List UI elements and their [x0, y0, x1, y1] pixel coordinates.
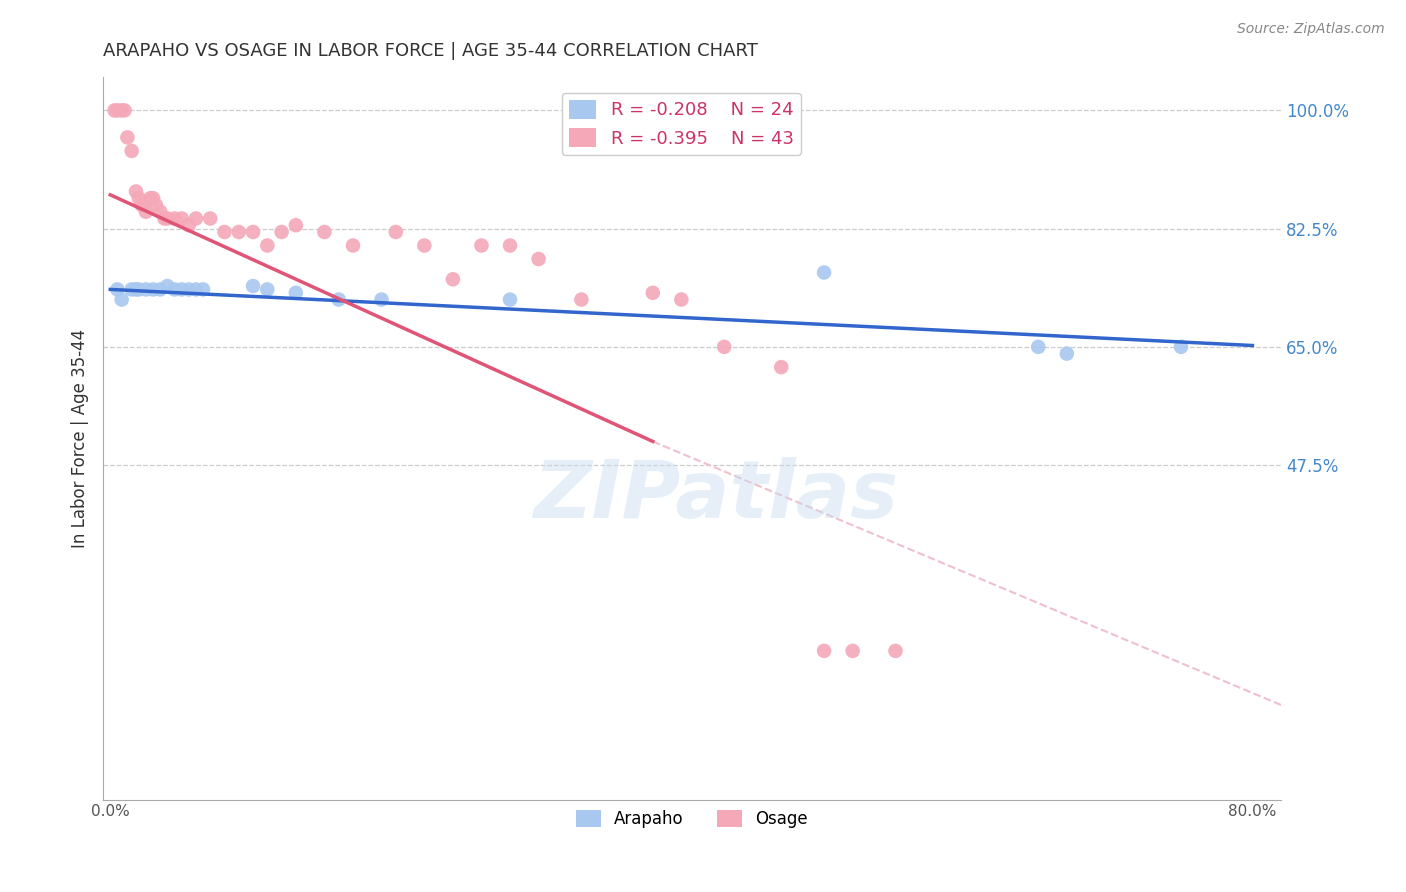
Point — [128, 191, 150, 205]
Point — [111, 293, 134, 307]
Point — [170, 211, 193, 226]
Point — [770, 360, 793, 375]
Point — [156, 279, 179, 293]
Point — [841, 644, 863, 658]
Legend: Arapaho, Osage: Arapaho, Osage — [569, 803, 815, 835]
Point — [342, 238, 364, 252]
Point — [128, 282, 150, 296]
Point — [111, 103, 134, 118]
Point — [242, 225, 264, 239]
Text: ZIPatlas: ZIPatlas — [533, 457, 898, 535]
Point — [131, 198, 153, 212]
Point — [177, 219, 200, 233]
Point — [256, 238, 278, 252]
Point — [813, 644, 835, 658]
Point — [242, 279, 264, 293]
Point — [256, 282, 278, 296]
Point — [142, 282, 165, 296]
Point — [1170, 340, 1192, 354]
Point — [145, 198, 167, 212]
Y-axis label: In Labor Force | Age 35-44: In Labor Force | Age 35-44 — [72, 328, 89, 548]
Point — [328, 293, 350, 307]
Point — [671, 293, 693, 307]
Point — [385, 225, 408, 239]
Point — [125, 282, 148, 296]
Point — [177, 282, 200, 296]
Point — [1026, 340, 1049, 354]
Point — [314, 225, 336, 239]
Point — [527, 252, 550, 266]
Point — [1056, 346, 1078, 360]
Text: ARAPAHO VS OSAGE IN LABOR FORCE | AGE 35-44 CORRELATION CHART: ARAPAHO VS OSAGE IN LABOR FORCE | AGE 35… — [103, 42, 758, 60]
Point — [149, 282, 172, 296]
Point — [270, 225, 292, 239]
Point — [228, 225, 250, 239]
Point — [441, 272, 464, 286]
Point — [641, 285, 664, 300]
Point — [135, 282, 157, 296]
Point — [107, 103, 129, 118]
Point — [170, 282, 193, 296]
Point — [470, 238, 492, 252]
Point — [117, 130, 139, 145]
Point — [813, 266, 835, 280]
Point — [184, 211, 207, 226]
Point — [103, 103, 125, 118]
Point — [153, 211, 176, 226]
Point — [135, 204, 157, 219]
Point — [214, 225, 236, 239]
Point — [200, 211, 222, 226]
Point — [184, 282, 207, 296]
Text: Source: ZipAtlas.com: Source: ZipAtlas.com — [1237, 22, 1385, 37]
Point — [125, 185, 148, 199]
Point — [121, 144, 143, 158]
Point — [571, 293, 593, 307]
Point — [370, 293, 392, 307]
Point — [191, 282, 214, 296]
Point — [884, 644, 907, 658]
Point — [107, 282, 129, 296]
Point — [284, 285, 307, 300]
Point — [156, 211, 179, 226]
Point — [163, 211, 186, 226]
Point — [499, 238, 522, 252]
Point — [499, 293, 522, 307]
Point — [713, 340, 735, 354]
Point — [139, 191, 162, 205]
Point — [163, 282, 186, 296]
Point — [413, 238, 436, 252]
Point — [284, 219, 307, 233]
Point — [149, 204, 172, 219]
Point — [114, 103, 136, 118]
Point — [121, 282, 143, 296]
Point — [142, 191, 165, 205]
